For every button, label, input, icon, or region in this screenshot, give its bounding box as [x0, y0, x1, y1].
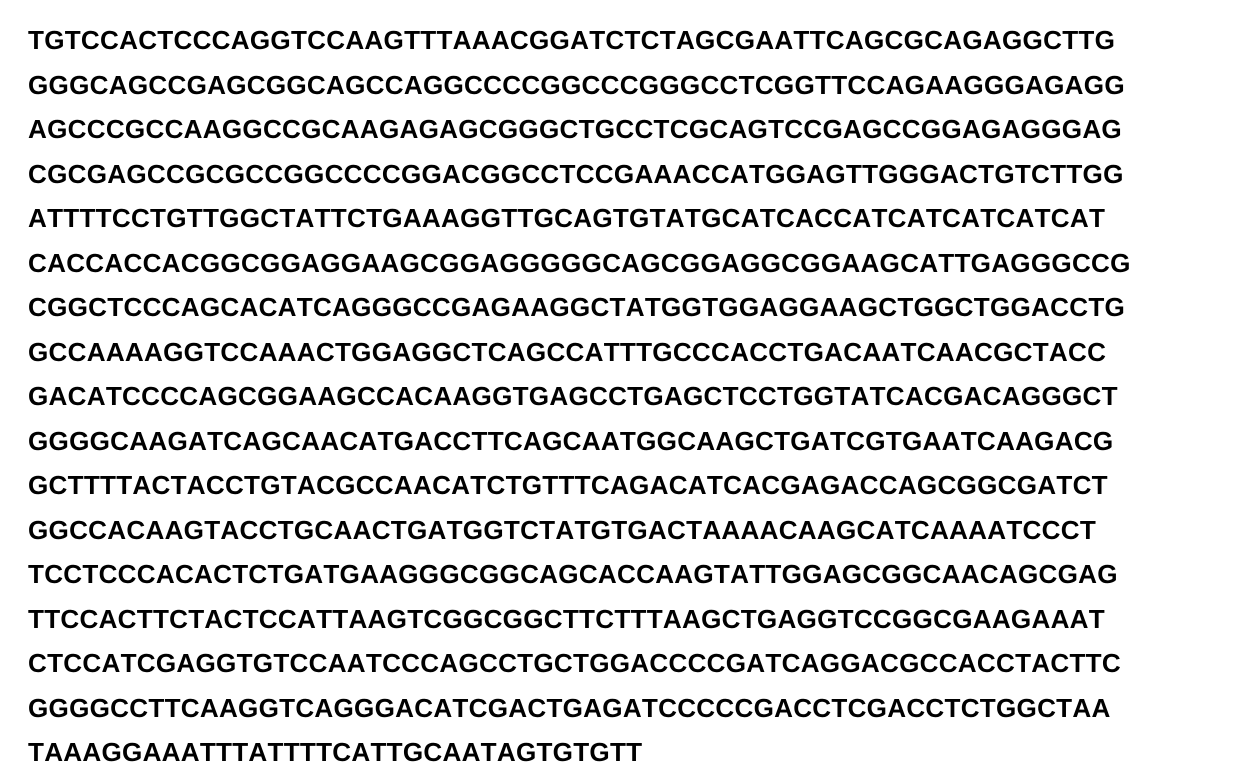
- dna-sequence-block: TGTCCACTCCCAGGTCCAAGTTTAAACGGATCTCTAGCGA…: [0, 0, 1240, 780]
